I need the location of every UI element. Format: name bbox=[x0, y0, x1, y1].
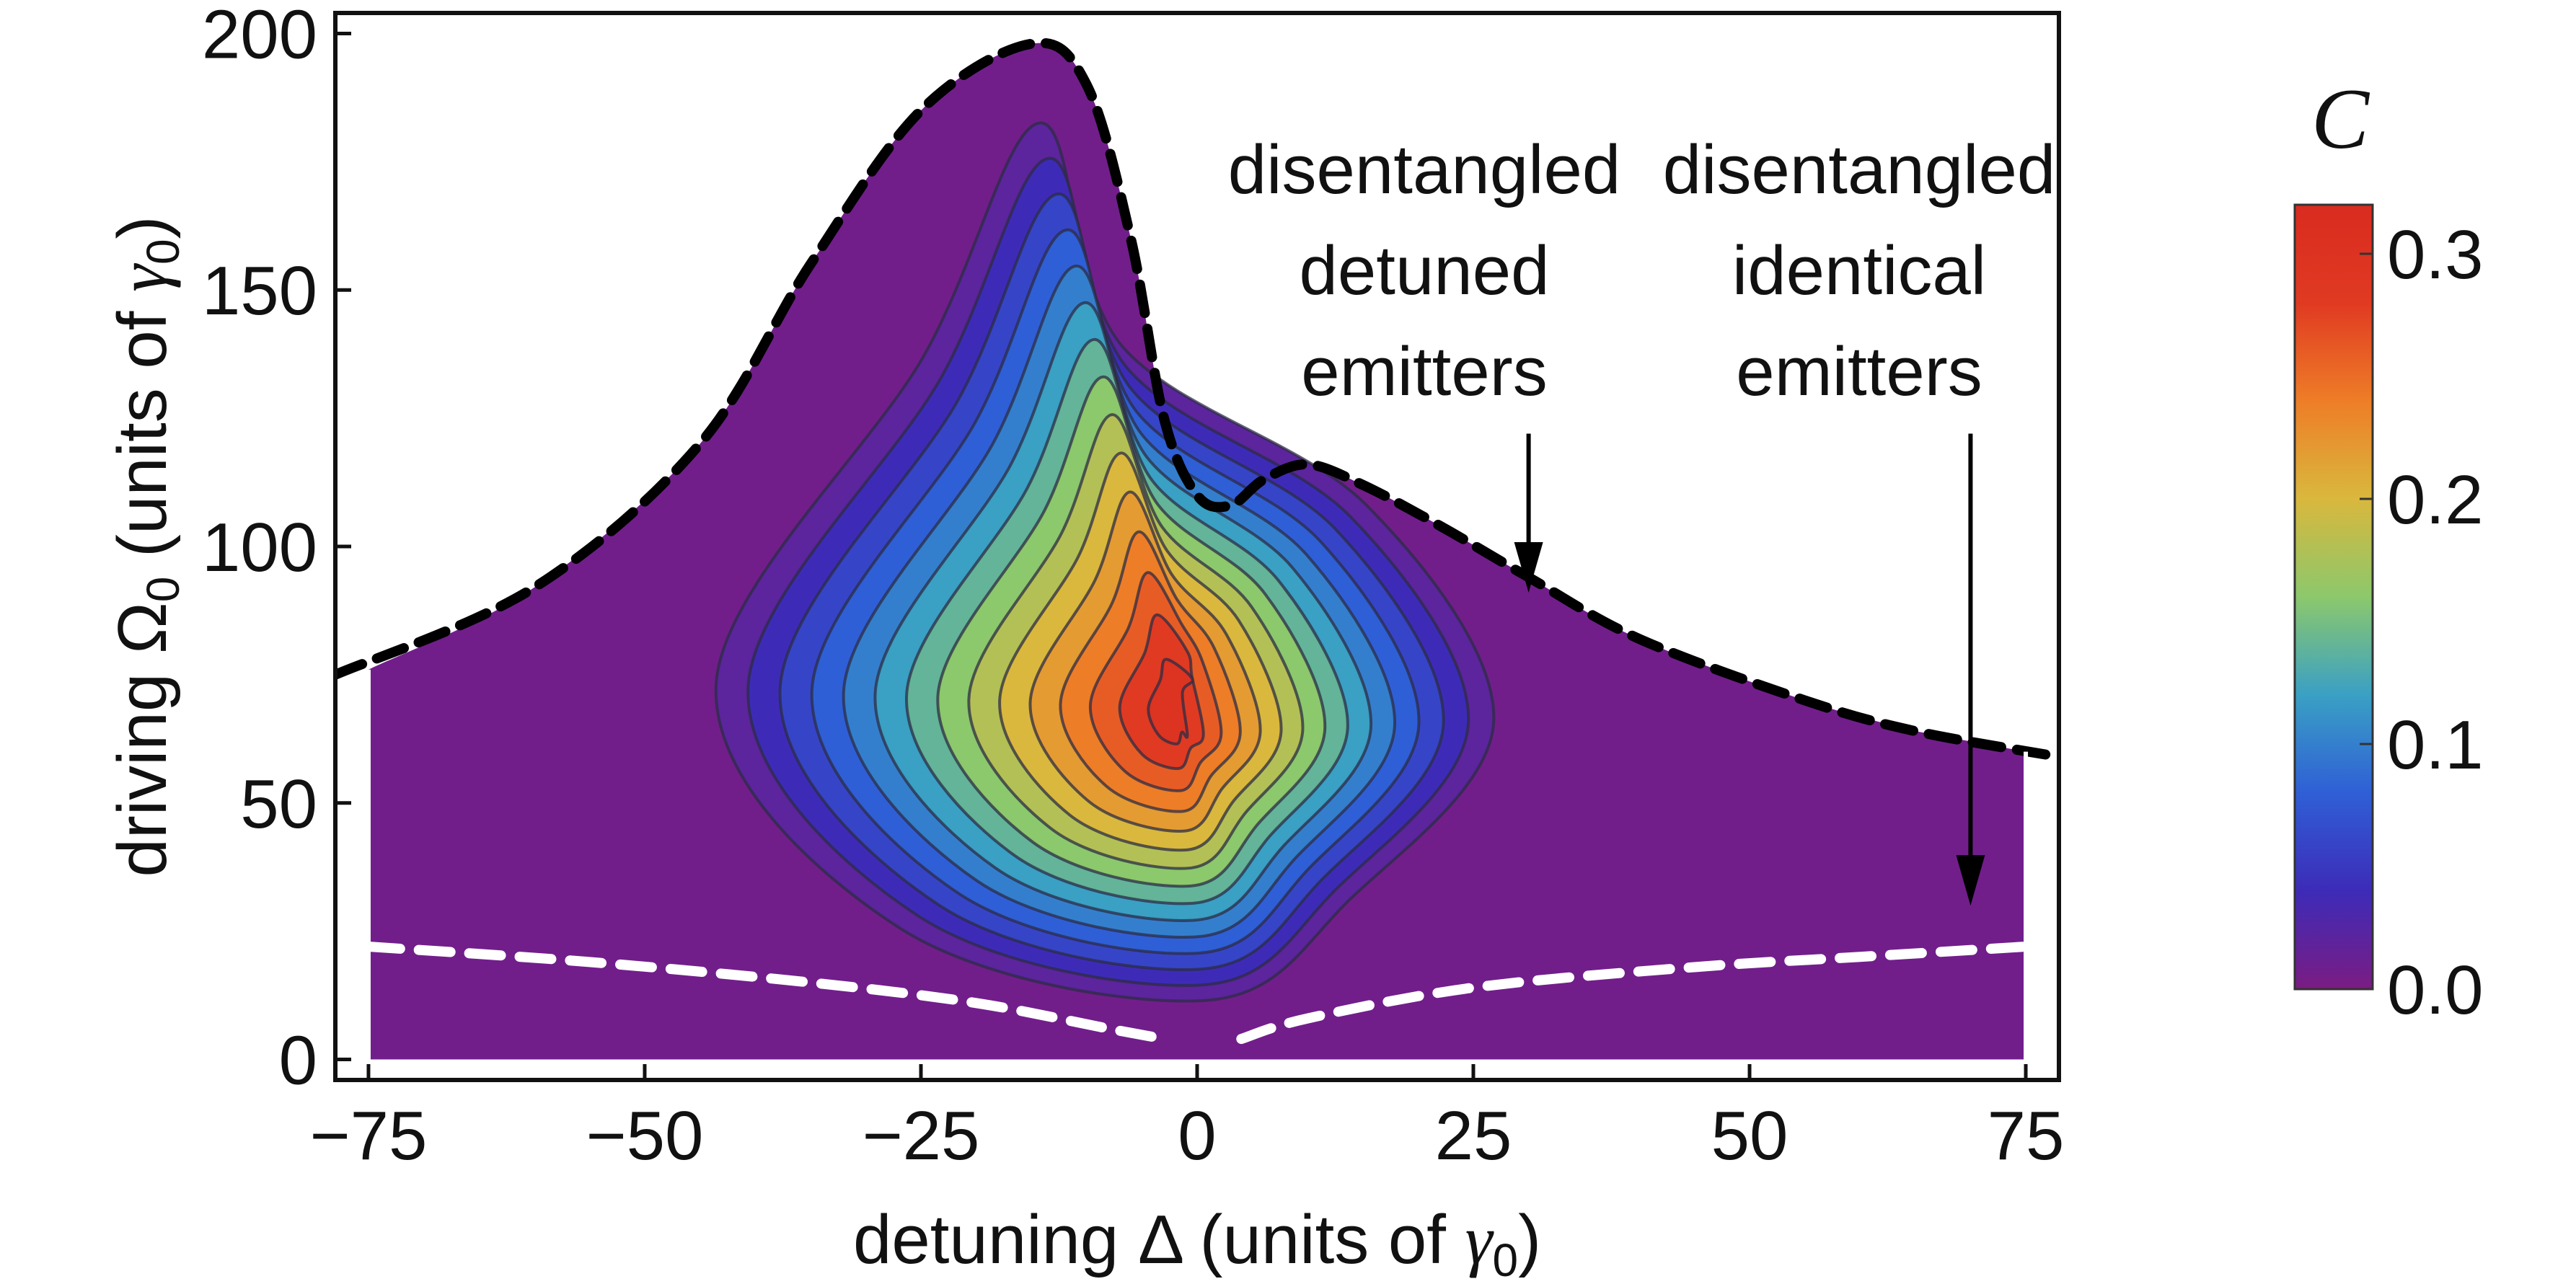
x-tick-label: 50 bbox=[1711, 1097, 1788, 1174]
entanglement-boundaries bbox=[335, 37, 2059, 1060]
colorbar-tick-label: 0.3 bbox=[2387, 216, 2483, 293]
annotation-text: disentangled bbox=[1228, 131, 1620, 208]
x-tick-label: 75 bbox=[1988, 1097, 2065, 1174]
x-tick-label: −75 bbox=[310, 1097, 428, 1174]
colorbar-label: C bbox=[2311, 71, 2370, 167]
colorbar-tick-label: 0.2 bbox=[2387, 461, 2483, 539]
upper-boundary-line bbox=[335, 37, 2059, 762]
lower-right-boundary-line bbox=[1236, 942, 2032, 1045]
y-tick-label: 100 bbox=[202, 509, 317, 586]
y-tick-label: 50 bbox=[240, 766, 317, 843]
colorbar-tick-label: 0.0 bbox=[2387, 952, 2483, 1029]
y-axis-label: driving Ω0 (units of γ0) bbox=[104, 216, 189, 877]
annotation-arrow-head bbox=[1956, 855, 1985, 906]
annotation-text: identical bbox=[1732, 232, 1986, 309]
y-tick-label: 150 bbox=[202, 252, 317, 329]
annotation-text: emitters bbox=[1736, 333, 1982, 410]
colorbar-ticks: 0.0 0.1 0.2 0.3 bbox=[2360, 216, 2483, 1029]
colorbar: C 0.0 0.1 0.2 0.3 bbox=[2293, 71, 2483, 1029]
x-axis-label: detuning Δ (units of γ0) bbox=[853, 1201, 1541, 1284]
x-tick-label: 25 bbox=[1435, 1097, 1512, 1174]
annotation-text: disentangled bbox=[1663, 131, 2055, 208]
annotation-arrow-head bbox=[1514, 542, 1543, 593]
x-tick-label: −25 bbox=[863, 1097, 980, 1174]
annotation-text: detuned bbox=[1299, 232, 1549, 309]
x-tick-label: −50 bbox=[586, 1097, 704, 1174]
x-tick-label: 0 bbox=[1178, 1097, 1216, 1174]
axis-ticks: −75 −50 −25 0 25 50 75 0 50 100 150 200 bbox=[202, 0, 2065, 1174]
colorbar-gradient bbox=[2293, 203, 2374, 991]
lower-left-boundary-line bbox=[363, 942, 1170, 1045]
annotation-text: emitters bbox=[1301, 333, 1547, 410]
annotations: disentangled detuned emitters disentangled i… bbox=[1228, 131, 2055, 906]
contour-lines bbox=[714, 121, 1496, 1003]
y-tick-label: 200 bbox=[202, 0, 317, 73]
colorbar-tick-label: 0.1 bbox=[2387, 707, 2483, 784]
y-tick-label: 0 bbox=[279, 1022, 317, 1099]
contour-band bbox=[1147, 658, 1194, 745]
